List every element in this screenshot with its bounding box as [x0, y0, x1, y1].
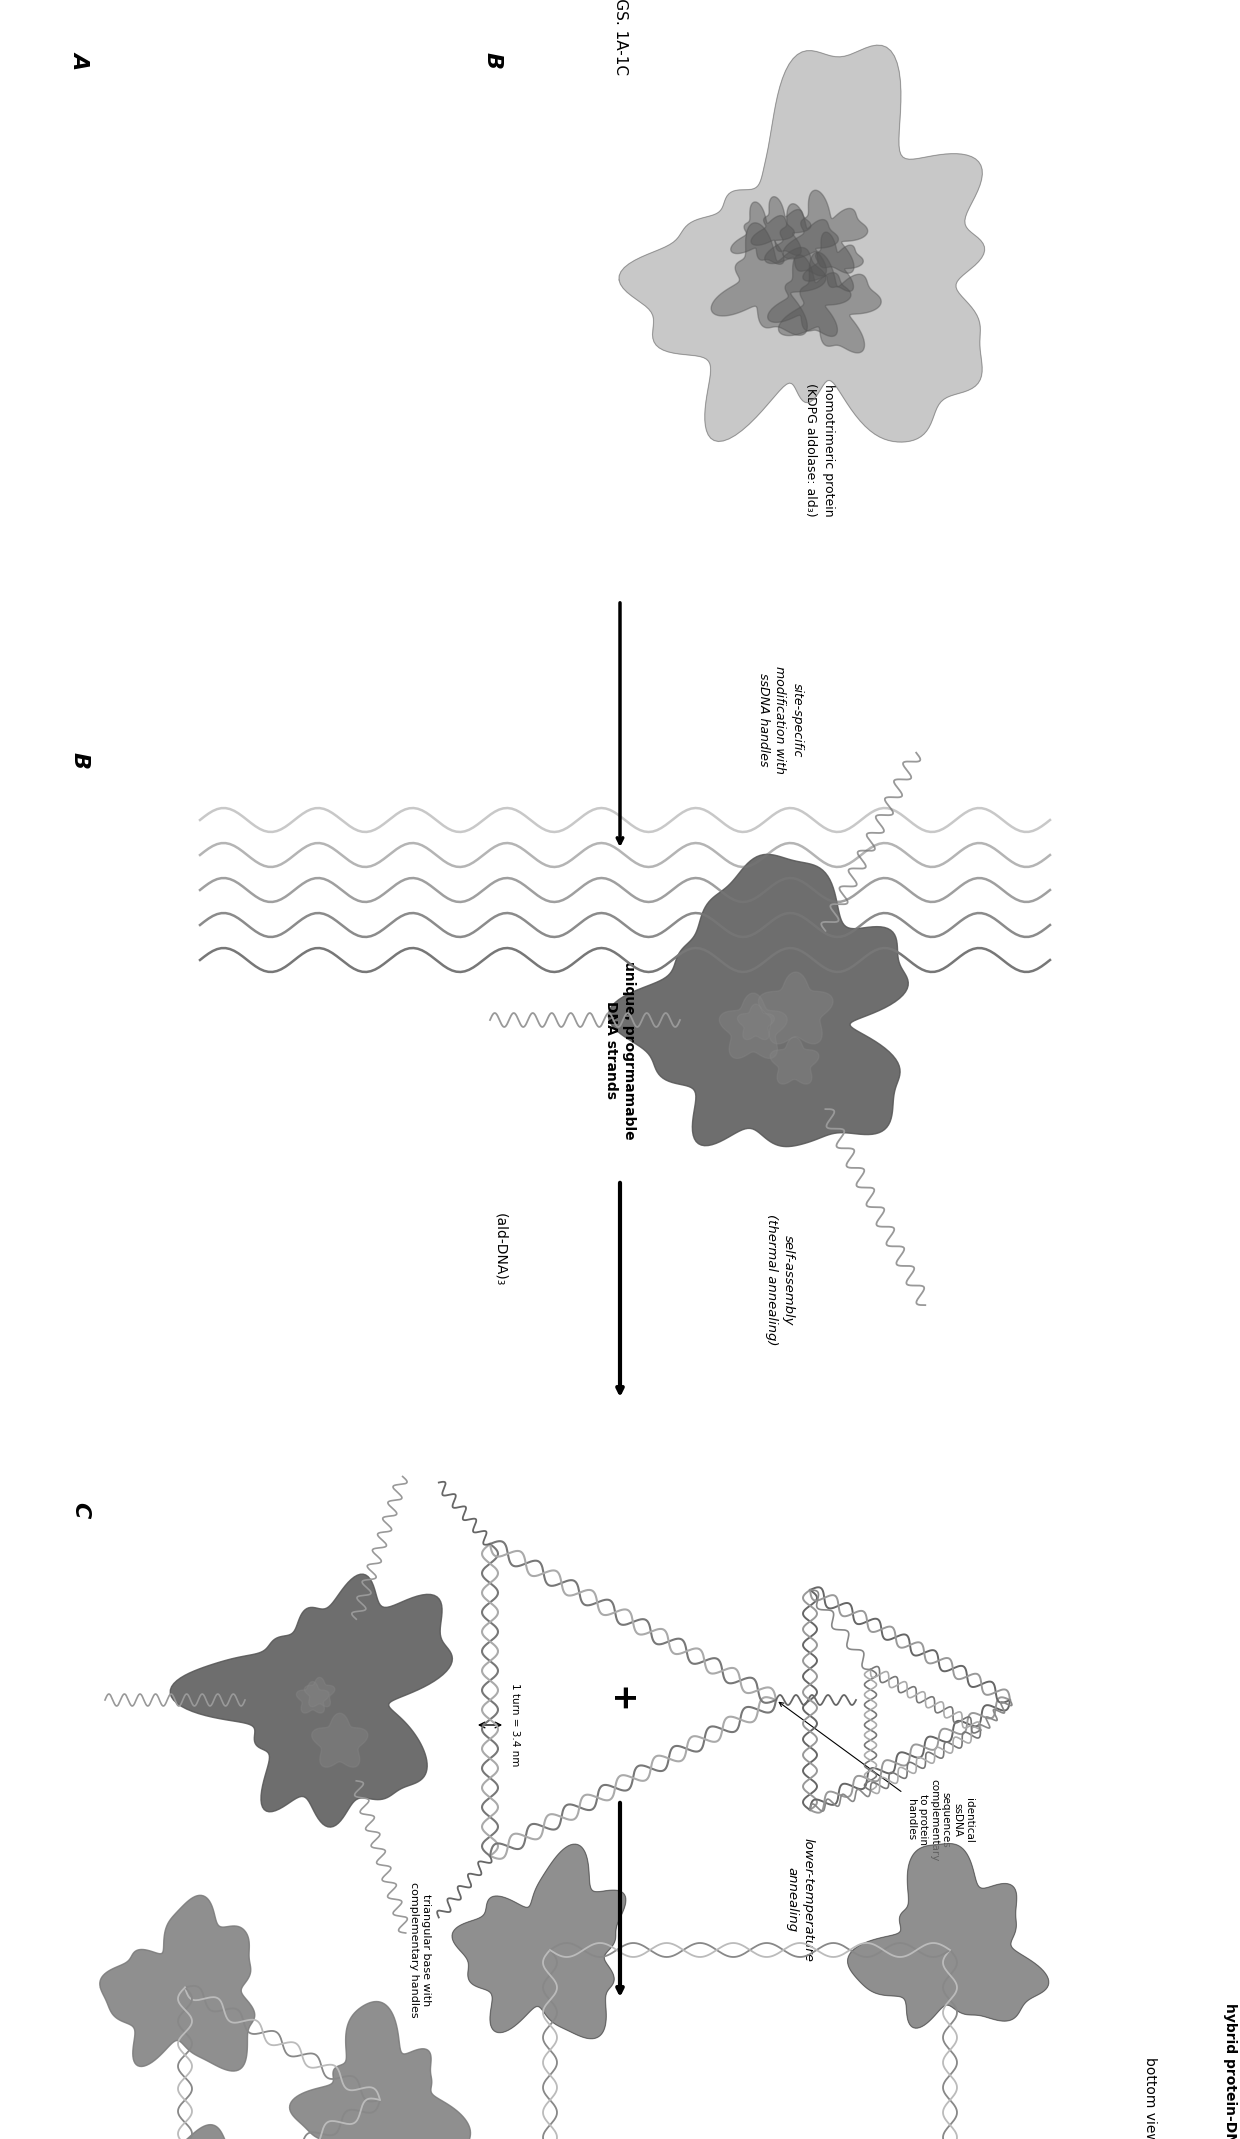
Text: bottom view: bottom view — [1143, 2056, 1157, 2139]
Polygon shape — [304, 1677, 335, 1707]
Text: 1 turn = 3.4 nm: 1 turn = 3.4 nm — [510, 1683, 520, 1767]
Polygon shape — [759, 971, 833, 1044]
Polygon shape — [609, 853, 908, 1147]
Text: lower-temperature
annealing: lower-temperature annealing — [785, 1837, 815, 1961]
Polygon shape — [170, 1574, 453, 1827]
Text: homotrimeric protein
(KDPG aldolase: ald₃): homotrimeric protein (KDPG aldolase: ald… — [805, 383, 836, 518]
Polygon shape — [311, 1713, 368, 1767]
Polygon shape — [751, 197, 811, 255]
Text: site-specific
modification with
ssDNA handles: site-specific modification with ssDNA ha… — [756, 665, 804, 774]
Text: (ald-DNA)₃: (ald-DNA)₃ — [494, 1213, 507, 1288]
Polygon shape — [738, 1003, 775, 1040]
Text: triangular base with
complementary handles: triangular base with complementary handl… — [409, 1882, 432, 2017]
Polygon shape — [765, 203, 838, 276]
Text: B: B — [484, 51, 503, 68]
Polygon shape — [296, 1681, 329, 1713]
Polygon shape — [99, 1895, 254, 2071]
Polygon shape — [848, 1844, 1049, 2028]
Polygon shape — [712, 222, 826, 336]
Polygon shape — [779, 252, 882, 353]
Text: C: C — [69, 1502, 91, 1519]
Polygon shape — [290, 2002, 470, 2139]
Polygon shape — [802, 233, 863, 291]
Polygon shape — [453, 1844, 626, 2038]
Text: identical
ssDNA
sequences
complementary
to protein
handles: identical ssDNA sequences complementary … — [779, 1703, 973, 1861]
Polygon shape — [619, 45, 985, 443]
Polygon shape — [768, 255, 851, 336]
Text: hybrid protein-DNA cage: hybrid protein-DNA cage — [1223, 2004, 1238, 2139]
Polygon shape — [719, 992, 787, 1059]
Text: self-assembly
(thermal annealing): self-assembly (thermal annealing) — [765, 1215, 795, 1345]
Polygon shape — [782, 190, 868, 274]
Polygon shape — [730, 201, 795, 265]
Text: B: B — [69, 751, 91, 768]
Text: +: + — [604, 1686, 636, 1713]
Text: FIGS. 1A-1C: FIGS. 1A-1C — [613, 0, 627, 75]
Text: unique, progrmamable
DNA strands: unique, progrmamable DNA strands — [604, 960, 636, 1140]
Polygon shape — [89, 2124, 255, 2139]
Text: A: A — [69, 51, 91, 68]
Polygon shape — [770, 1037, 818, 1084]
